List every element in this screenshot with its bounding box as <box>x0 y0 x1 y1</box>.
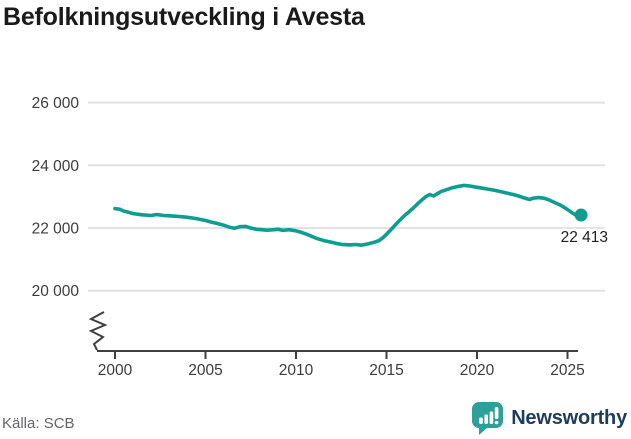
x-tick-label: 2020 <box>460 362 495 379</box>
newsworthy-wordmark: Newsworthy <box>511 406 627 429</box>
axis-break-icon <box>88 311 108 351</box>
y-tick-label: 20 000 <box>32 283 80 300</box>
x-tick-label: 2025 <box>550 362 584 379</box>
x-tick-label: 2000 <box>98 362 133 379</box>
newsworthy-logo[interactable]: Newsworthy <box>471 401 627 435</box>
chart-title: Befolkningsutveckling i Avesta <box>3 3 365 31</box>
y-tick-label: 22 000 <box>32 221 80 238</box>
population-line-chart: 20 000 22 000 24 000 26 000 2000 2005 2010 2015… <box>31 95 608 379</box>
y-tick-label: 26 000 <box>32 95 80 112</box>
y-tick-label: 24 000 <box>32 158 80 175</box>
newsworthy-bubble-chart-icon <box>472 402 504 435</box>
source-label: Källa: SCB <box>2 415 75 432</box>
x-tick-label: 2005 <box>188 362 222 379</box>
end-value-label: 22 413 <box>561 229 608 246</box>
x-tick-label: 2010 <box>279 362 314 379</box>
population-line <box>113 183 583 247</box>
x-tick-label: 2015 <box>369 362 403 379</box>
end-point-marker <box>574 208 588 222</box>
